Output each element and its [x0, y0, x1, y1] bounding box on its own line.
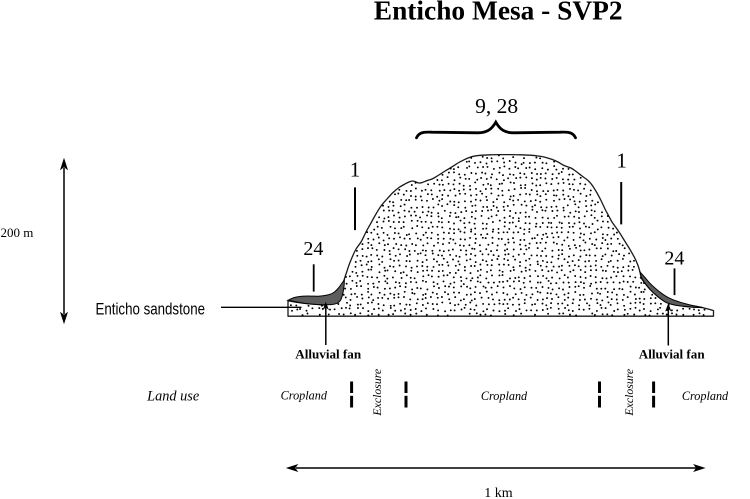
- svg-text:24: 24: [664, 248, 684, 270]
- svg-text:Cropland: Cropland: [481, 389, 528, 403]
- svg-text:1: 1: [350, 157, 361, 181]
- svg-text:1: 1: [616, 149, 627, 173]
- svg-text:Cropland: Cropland: [682, 389, 729, 403]
- svg-text:Enticho Mesa - SVP2: Enticho Mesa - SVP2: [374, 0, 623, 25]
- svg-text:24: 24: [303, 238, 323, 260]
- svg-text:Exclosure: Exclosure: [370, 369, 384, 417]
- svg-text:1 km: 1 km: [484, 486, 513, 499]
- svg-text:Exclosure: Exclosure: [622, 369, 636, 417]
- svg-text:Cropland: Cropland: [281, 388, 328, 402]
- svg-text:Enticho sandstone: Enticho sandstone: [96, 300, 206, 318]
- svg-text:200 m: 200 m: [1, 225, 34, 240]
- svg-text:Alluvial fan: Alluvial fan: [295, 346, 362, 361]
- svg-text:9, 28: 9, 28: [475, 94, 518, 118]
- svg-text:Land use: Land use: [146, 388, 200, 404]
- svg-text:Alluvial fan: Alluvial fan: [639, 346, 706, 361]
